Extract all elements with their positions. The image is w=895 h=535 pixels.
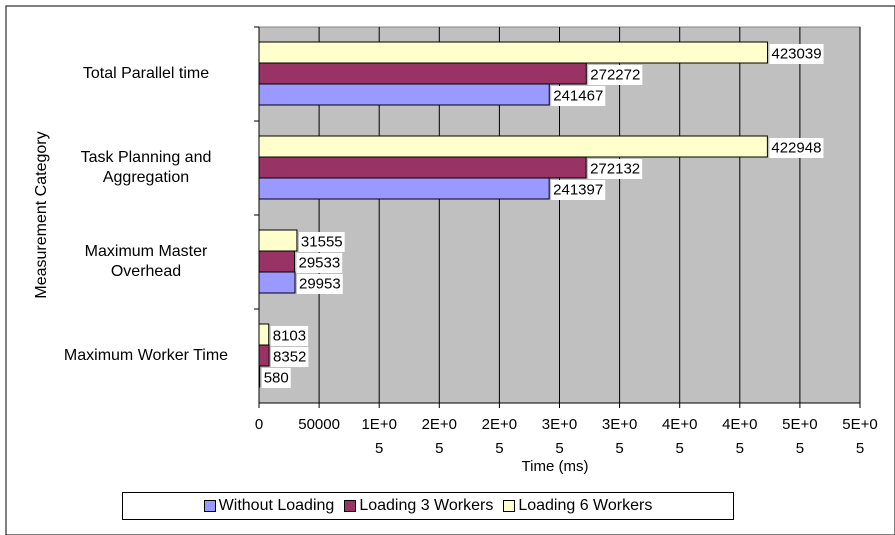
y-tick-label: Maximum Master Overhead xyxy=(84,243,208,280)
legend-label: Loading 6 Workers xyxy=(518,497,653,514)
bar xyxy=(258,83,550,106)
data-label-bg xyxy=(551,180,606,200)
legend-label: Without Loading xyxy=(218,497,335,514)
legend-item: Loading 6 Workers xyxy=(503,497,652,515)
data-label: 29953 xyxy=(299,275,341,292)
y-axis-label: Measurement Category xyxy=(33,131,50,298)
bar xyxy=(258,365,261,388)
bar xyxy=(258,250,295,273)
y-tick-label: Maximum Worker Time xyxy=(63,347,229,364)
x-tick-label: 2E+0 5 xyxy=(422,416,457,457)
bar xyxy=(258,229,298,252)
bar xyxy=(258,41,768,64)
data-label-bg xyxy=(769,138,824,158)
x-tick-label: 5E+0 5 xyxy=(782,416,817,457)
data-label-bg xyxy=(551,86,606,106)
legend-label: Loading 3 Workers xyxy=(359,497,494,514)
chart-frame xyxy=(5,5,895,535)
bar xyxy=(258,156,587,179)
x-axis-label: Time (ms) xyxy=(522,458,589,475)
bar xyxy=(258,344,270,367)
data-label: 31555 xyxy=(301,233,343,250)
legend-swatch xyxy=(203,500,216,512)
data-label: 241467 xyxy=(553,87,603,104)
x-tick-label: 50000 xyxy=(298,416,340,433)
data-label: 272132 xyxy=(590,160,640,177)
data-label: 272272 xyxy=(590,66,640,83)
data-label: 423039 xyxy=(771,45,821,62)
data-label: 241397 xyxy=(553,181,603,198)
legend-item: Without Loading xyxy=(203,497,335,515)
bar xyxy=(258,177,550,200)
legend-swatch xyxy=(503,500,516,512)
bar xyxy=(258,271,296,294)
bar xyxy=(258,323,270,346)
legend: Without Loading Loading 3 Workers Loading … xyxy=(122,492,734,520)
data-label-bg xyxy=(261,368,291,388)
data-label-bg xyxy=(296,253,343,273)
data-label: 8103 xyxy=(273,327,306,344)
bar xyxy=(258,135,768,158)
data-label: 580 xyxy=(264,369,289,386)
data-label-bg xyxy=(298,232,345,252)
x-tick-label: 4E+0 5 xyxy=(662,416,697,457)
bar xyxy=(258,62,587,85)
data-label-bg xyxy=(588,159,643,179)
data-label: 422948 xyxy=(771,139,821,156)
x-tick-label: 4E+0 5 xyxy=(722,416,757,457)
x-tick-label: 1E+0 5 xyxy=(361,416,396,457)
x-tick-label: 2E+0 5 xyxy=(482,416,517,457)
data-label: 8352 xyxy=(273,348,306,365)
y-tick-label: Total Parallel time xyxy=(82,65,210,82)
y-tick-label: Task Planning and Aggregation xyxy=(80,149,212,186)
legend-swatch xyxy=(344,500,357,512)
x-tick-label: 0 xyxy=(255,416,263,433)
x-tick-label: 3E+0 5 xyxy=(602,416,637,457)
data-label-bg xyxy=(297,274,343,294)
legend-item: Loading 3 Workers xyxy=(344,497,493,515)
data-label-bg xyxy=(270,326,309,346)
x-tick-label: 5E+0 5 xyxy=(842,416,877,457)
data-label-bg xyxy=(588,65,643,85)
data-label-bg xyxy=(769,44,824,64)
x-tick-label: 3E+0 5 xyxy=(542,416,577,457)
data-label: 29533 xyxy=(298,254,340,271)
data-label-bg xyxy=(271,347,309,367)
